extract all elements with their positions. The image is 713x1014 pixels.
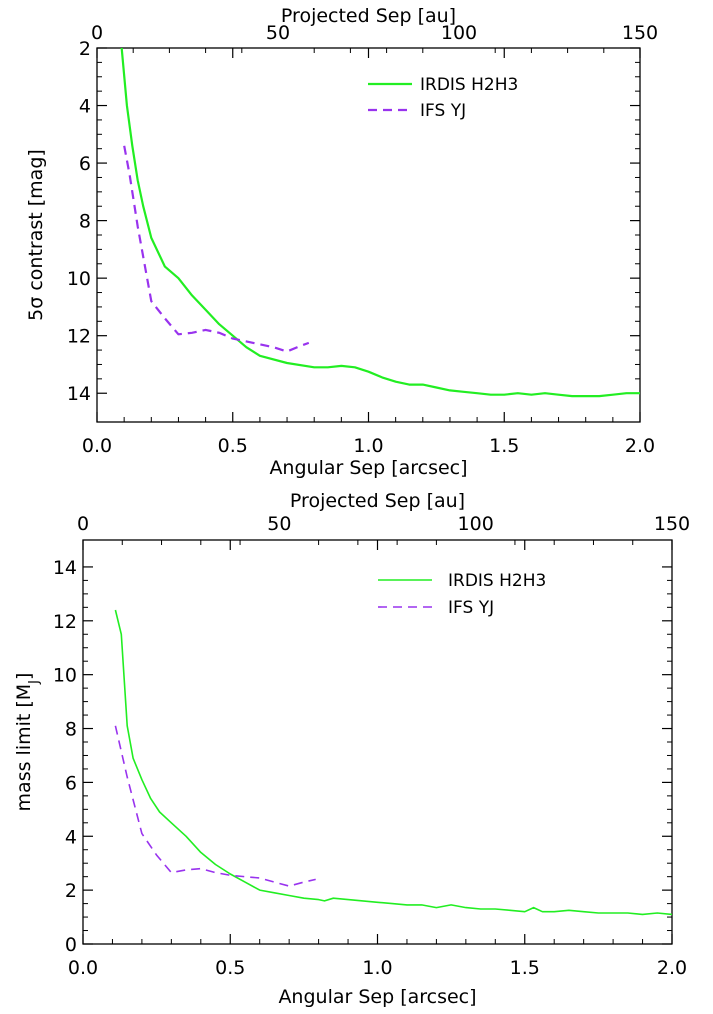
top-tick-label: 0 xyxy=(77,513,89,535)
x-tick-label: 1.0 xyxy=(362,957,392,979)
x-tick-label: 2.0 xyxy=(657,957,687,979)
top-tick-label: 150 xyxy=(654,513,690,535)
x-tick-label: 0.0 xyxy=(68,957,98,979)
y-axis-title-end: ] xyxy=(13,673,35,680)
y-tick-label: 6 xyxy=(79,153,91,175)
y-tick-label: 14 xyxy=(53,557,77,579)
x-tick-label: 1.0 xyxy=(353,435,383,457)
legend-label: IFS YJ xyxy=(448,598,494,618)
y-tick-label: 8 xyxy=(65,719,77,741)
y-axis-title-subscript: J xyxy=(27,680,42,685)
series-line-irdis xyxy=(114,609,672,916)
top-axis-title: Projected Sep [au] xyxy=(290,490,465,512)
top-tick-label: 100 xyxy=(458,513,494,535)
y-tick-label: 6 xyxy=(65,772,77,794)
y-tick-label: 2 xyxy=(65,880,77,902)
legend-label: IRDIS H2H3 xyxy=(420,75,518,95)
y-axis-title: 5σ contrast [mag] xyxy=(25,149,47,321)
y-tick-label: 14 xyxy=(67,383,91,405)
x-tick-label: 0.5 xyxy=(218,435,248,457)
top-tick-label: 150 xyxy=(622,22,658,44)
y-tick-label: 2 xyxy=(79,38,91,60)
y-axis-title: mass limit [MJ] xyxy=(13,673,42,812)
x-tick-label: 1.5 xyxy=(510,957,540,979)
y-axis-title-main: mass limit [M xyxy=(13,684,35,812)
top-tick-label: 50 xyxy=(266,22,290,44)
top-tick-label: 100 xyxy=(441,22,477,44)
x-axis-title: Angular Sep [arcsec] xyxy=(278,986,476,1008)
legend-label: IRDIS H2H3 xyxy=(448,571,546,591)
x-tick-label: 2.0 xyxy=(625,435,655,457)
chart-panel-1: 0.0 0.5 1.0 1.5 2.0 0 50 100 150 2 4 6 8 10 12 14 Angula… xyxy=(25,5,658,479)
y-tick-label: 8 xyxy=(79,211,91,233)
chart-panel-2: 0.0 0.5 1.0 1.5 2.0 0 50 100 150 0 2 4 6 8 10 12 14 Angul… xyxy=(13,490,690,1008)
x-tick-label: 0.5 xyxy=(215,957,245,979)
x-axis-title: Angular Sep [arcsec] xyxy=(269,457,467,479)
x-tick-label: 1.5 xyxy=(489,435,519,457)
top-tick-label: 50 xyxy=(267,513,291,535)
y-tick-label: 10 xyxy=(67,268,91,290)
series-line-ifs xyxy=(114,725,316,887)
legend-label: IFS YJ xyxy=(420,101,466,121)
top-tick-label: 0 xyxy=(91,22,103,44)
series-line-irdis xyxy=(120,48,640,398)
x-tick-label: 0.0 xyxy=(82,435,112,457)
series-line-ifs xyxy=(123,145,310,353)
plot-frame xyxy=(96,47,641,423)
plot-frame xyxy=(82,539,673,945)
y-tick-label: 4 xyxy=(65,826,77,848)
y-tick-label: 10 xyxy=(53,665,77,687)
top-axis-title: Projected Sep [au] xyxy=(281,5,456,27)
y-tick-label: 12 xyxy=(53,611,77,633)
y-tick-label: 4 xyxy=(79,96,91,118)
y-tick-label: 12 xyxy=(67,326,91,348)
y-tick-label: 0 xyxy=(65,934,77,956)
